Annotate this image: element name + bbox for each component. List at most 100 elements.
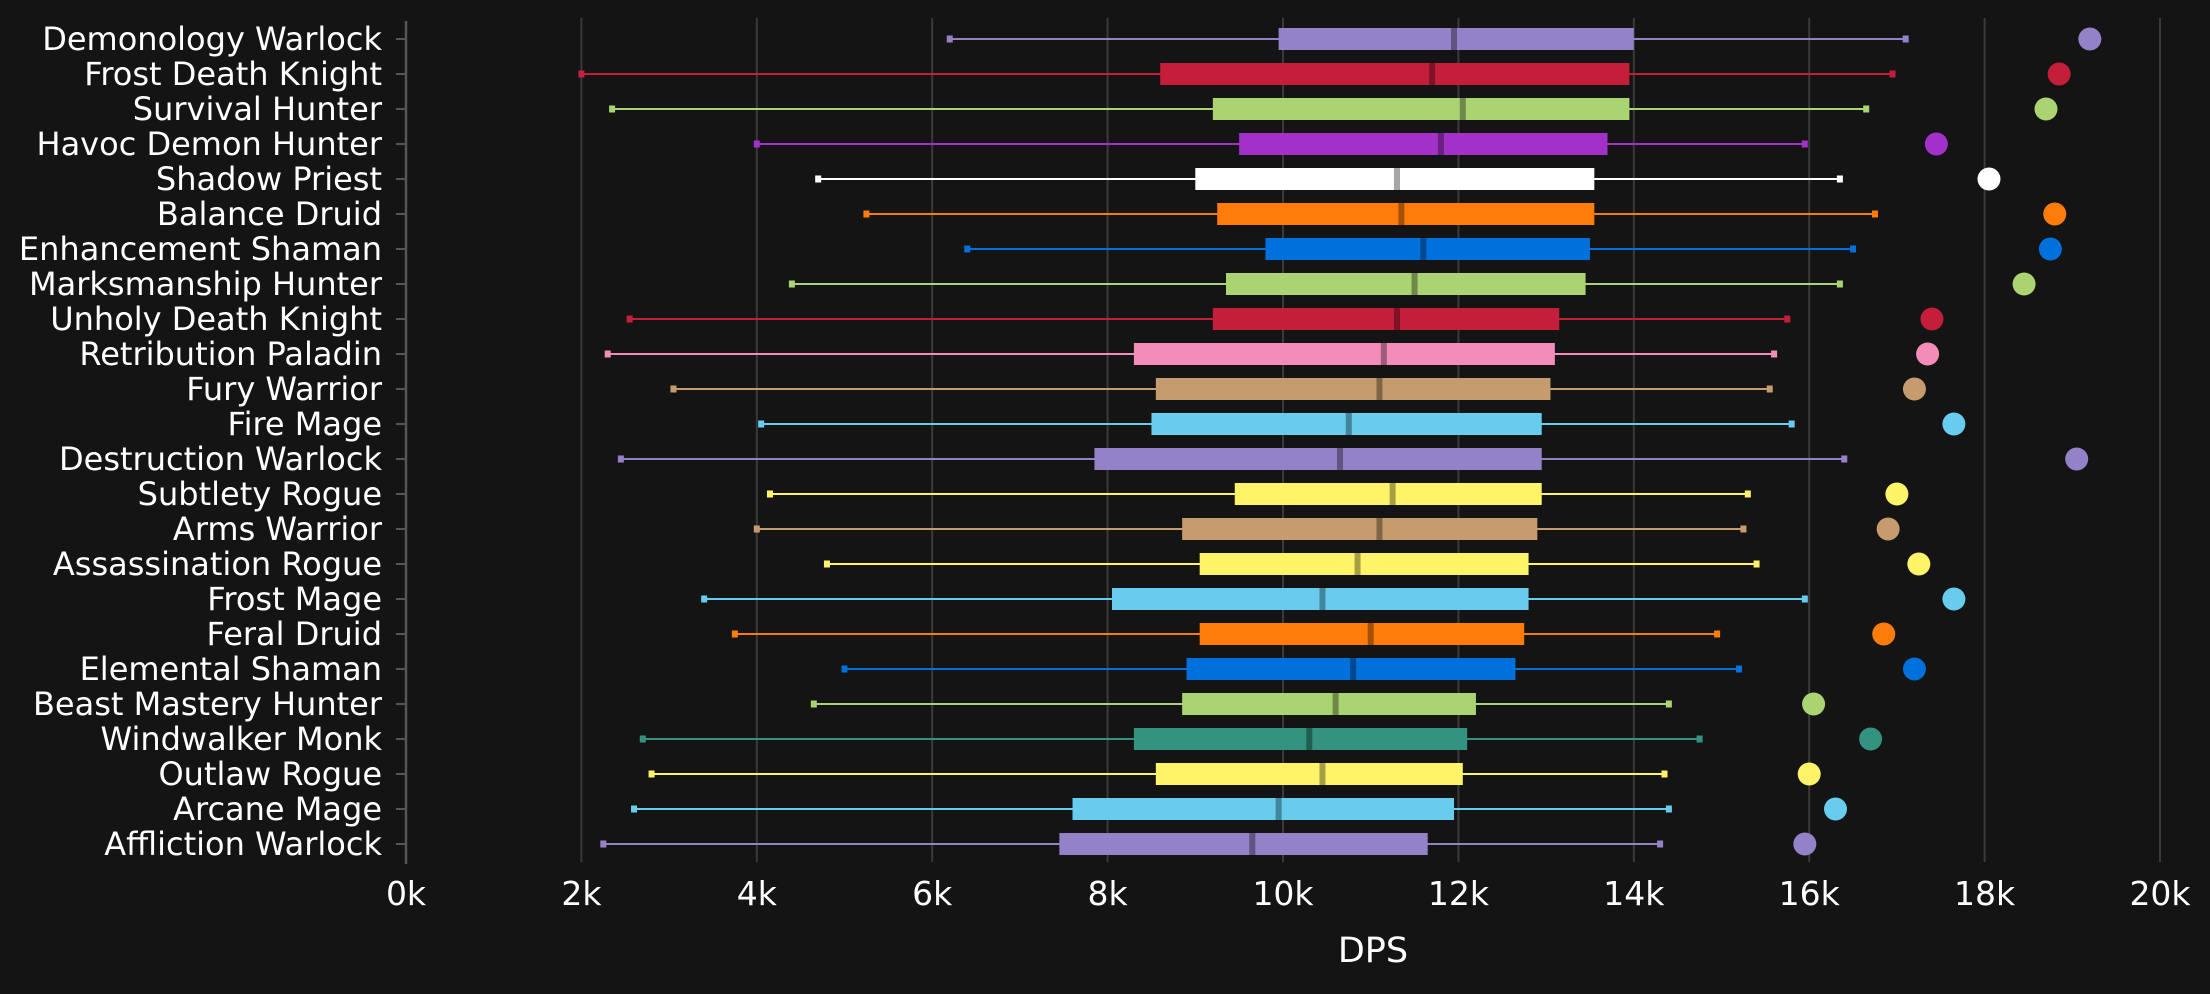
median-marker [1319,763,1326,785]
box-row-outlaw-rogue [648,762,1821,786]
category-label: Unholy Death Knight [50,300,382,338]
whisker-cap-max [1836,175,1843,183]
top-dps-dot [1902,377,1926,401]
x-axis-title: DPS [1338,931,1408,971]
box-row-enhancement-shaman [964,237,2062,261]
iqr-box [1225,273,1586,295]
whisker-cap-min [626,315,633,323]
grid-layer [580,18,2161,862]
category-label: Fire Mage [228,405,383,443]
whisker-cap-max [1863,105,1870,113]
whisker-cap-min [701,595,708,603]
median-marker [1345,413,1352,435]
iqr-box [1217,203,1595,225]
whisker-cap-min [815,175,822,183]
whisker-cap-min [753,525,760,533]
top-dps-dot [1920,307,1944,331]
top-dps-dot [1885,482,1909,506]
whisker-cap-max [1836,280,1843,288]
top-dps-dot [2078,27,2102,51]
median-marker [1437,133,1444,155]
box-row-beast-mastery-hunter [810,692,1826,716]
top-dps-dot [1793,832,1817,856]
median-marker [1394,308,1401,330]
category-label: Affliction Warlock [104,825,382,863]
box-layer [578,27,2102,856]
x-tick-label: 6k [912,874,953,913]
median-marker [1398,203,1405,225]
iqr-box [1186,658,1516,680]
median-marker [1411,273,1418,295]
whisker-cap-min [648,770,655,778]
iqr-box [1239,133,1608,155]
box-row-frost-death-knight [578,62,2071,86]
box-row-marksmanship-hunter [788,272,2036,296]
median-marker [1332,693,1339,715]
median-marker [1306,728,1313,750]
whisker-cap-max [1902,35,1909,43]
box-row-destruction-warlock [617,447,2089,471]
whisker-cap-min [731,630,738,638]
iqr-box [1072,798,1455,820]
box-row-unholy-death-knight [626,307,1944,331]
whisker-cap-max [1788,420,1795,428]
category-label: Survival Hunter [133,90,383,128]
whisker-cap-min [617,455,624,463]
iqr-box [1199,553,1529,575]
whisker-cap-min [600,840,607,848]
category-label: Arcane Mage [173,790,382,828]
iqr-box [1111,588,1529,610]
whisker-cap-min [823,560,830,568]
whisker-cap-min [810,700,817,708]
median-marker [1380,343,1387,365]
top-dps-dot [1802,692,1826,716]
whisker-cap-min [670,385,677,393]
whisker-cap-max [1744,490,1751,498]
box-row-elemental-shaman [841,657,1926,681]
box-row-assassination-rogue [823,552,1931,576]
whisker-cap-max [1661,770,1668,778]
iqr-box [1212,98,1630,120]
box-row-fire-mage [758,412,1966,436]
category-label: Outlaw Rogue [158,755,382,793]
top-dps-dot [1859,727,1883,751]
category-label: Beast Mastery Hunter [33,685,383,723]
median-marker [1354,553,1361,575]
box-row-frost-mage [701,587,1966,611]
whisker-cap-min [609,105,616,113]
iqr-box [1155,763,1463,785]
whisker-cap-min [841,665,848,673]
whisker-cap-max [1665,700,1672,708]
whisker-cap-min [766,490,773,498]
median-marker [1420,238,1427,260]
x-tick-label: 0k [386,874,427,913]
category-label: Windwalker Monk [101,720,383,758]
whisker-cap-max [1871,210,1878,218]
box-row-windwalker-monk [639,727,1883,751]
whisker-cap-min [758,420,765,428]
category-label: Elemental Shaman [80,650,382,688]
whisker-cap-max [1736,665,1743,673]
whisker-cap-max [1889,70,1896,78]
median-marker [1394,168,1401,190]
category-label: Enhancement Shaman [19,230,382,268]
box-row-affliction-warlock [600,832,1817,856]
iqr-box [1234,483,1542,505]
category-label: Demonology Warlock [42,20,382,58]
top-dps-dot [1977,167,2001,191]
whisker-cap-min [631,805,638,813]
iqr-box [1155,378,1551,400]
median-marker [1451,28,1458,50]
x-tick-label: 4k [737,874,778,913]
category-label: Fury Warrior [186,370,383,408]
iqr-box [1265,238,1590,260]
whisker-cap-min [946,35,953,43]
x-tick-label: 18k [1954,874,2016,913]
iqr-box [1278,28,1634,50]
top-dps-dot [1942,412,1966,436]
top-dps-dot [1876,517,1900,541]
median-marker [1376,378,1383,400]
